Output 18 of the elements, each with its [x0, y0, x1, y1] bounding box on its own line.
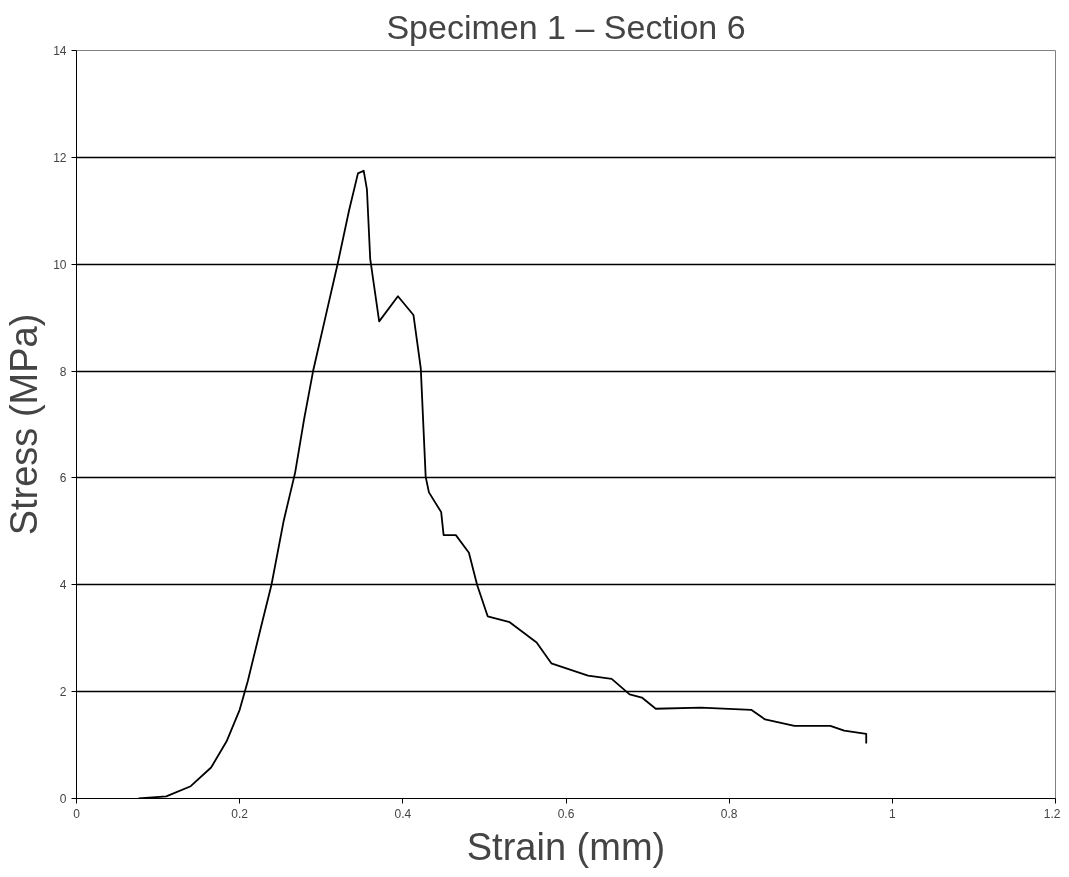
y-tick-label: 8 [59, 364, 67, 379]
y-tick-label: 12 [53, 150, 67, 165]
x-tick-label: 0 [73, 806, 81, 821]
x-tick-label: 0.4 [394, 806, 412, 821]
x-axis-title: Strain (mm) [466, 825, 666, 868]
x-tick-label: 1.2 [1043, 806, 1061, 821]
y-tick-label: 0 [59, 792, 67, 806]
x-tick-label: 0.2 [231, 806, 249, 821]
x-tick-label: 1 [889, 806, 896, 821]
x-tick-label: 0.6 [557, 806, 575, 821]
y-tick-label: 10 [53, 257, 67, 272]
y-tick-label: 2 [59, 685, 67, 700]
x-tick-label: 0.8 [720, 806, 738, 821]
y-tick-label: 4 [59, 578, 67, 593]
y-axis-title: Stress (MPa) [3, 313, 46, 536]
y-tick-label: 14 [53, 44, 67, 58]
chart-title: Specimen 1 – Section 6 [386, 7, 746, 46]
y-tick-label: 6 [59, 471, 67, 486]
